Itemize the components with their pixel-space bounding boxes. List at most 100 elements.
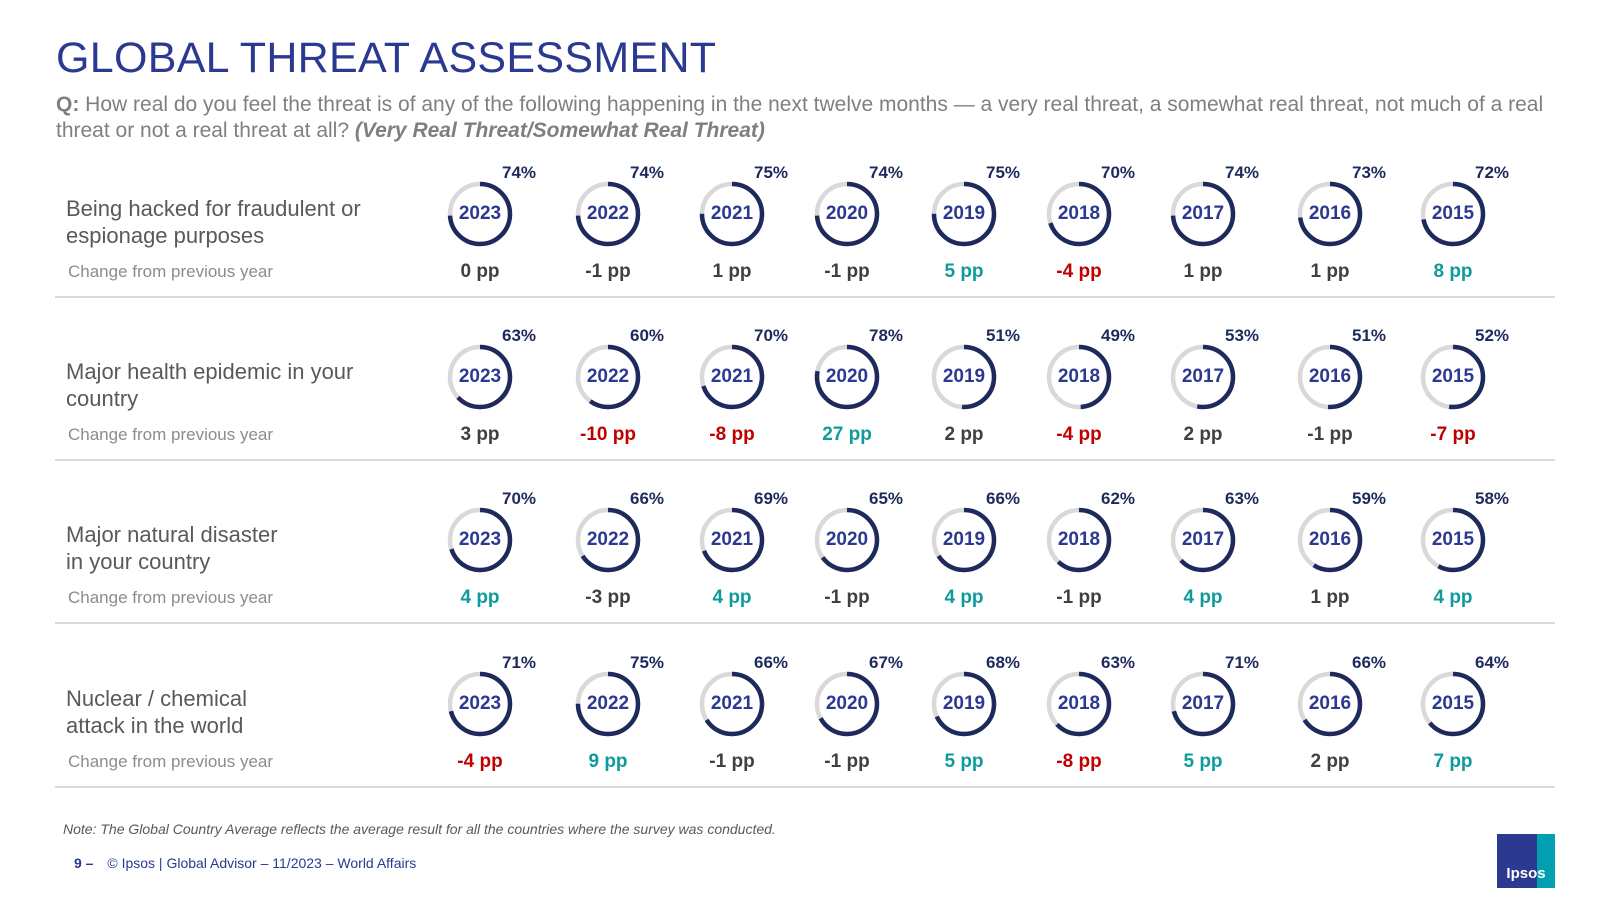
donut-value-arc [1297, 671, 1363, 737]
percent-label: 78% [869, 326, 904, 345]
change-value: 4 pp [712, 587, 752, 608]
percent-label: 66% [630, 489, 665, 508]
row-label: Major health epidemic in your country [66, 358, 406, 412]
donut-2019: 2019 [929, 505, 999, 575]
donut-svg [1297, 507, 1363, 573]
donut-2020: 2020 [812, 669, 882, 739]
percent-label: 64% [1475, 653, 1510, 672]
donut-2020: 2020 [812, 342, 882, 412]
change-value: 1 pp [1310, 261, 1350, 282]
row-label-line1: Major natural disaster [66, 522, 278, 547]
change-value: -10 pp [580, 424, 636, 445]
donut-2021: 2021 [697, 179, 767, 249]
donut-svg [814, 671, 880, 737]
donut-value-arc [1297, 181, 1363, 247]
donut-2020: 2020 [812, 505, 882, 575]
donut-2016: 2016 [1295, 669, 1365, 739]
donut-svg [931, 671, 997, 737]
donut-year-label: 2021 [710, 693, 754, 714]
donut-year-label: 2015 [1431, 693, 1475, 714]
donut-value-arc [1046, 507, 1112, 573]
donut-value-arc [1420, 181, 1486, 247]
donut-year-label: 2020 [825, 529, 869, 550]
row-label: Major natural disaster in your country [66, 521, 406, 575]
row-label: Being hacked for fraudulent or espionage … [66, 195, 406, 249]
donut-svg [1420, 181, 1486, 247]
donut-year-label: 2016 [1308, 693, 1352, 714]
percent-label: 71% [502, 653, 537, 672]
percent-label: 66% [1352, 653, 1387, 672]
percent-label: 68% [986, 653, 1021, 672]
change-value: -1 pp [824, 261, 870, 282]
percent-label: 70% [502, 489, 537, 508]
donut-svg [1046, 671, 1112, 737]
donut-year-label: 2018 [1057, 529, 1101, 550]
percent-label: 62% [1101, 489, 1136, 508]
donut-year-label: 2023 [458, 203, 502, 224]
donut-2018: 2018 [1044, 342, 1114, 412]
donut-year-label: 2021 [710, 529, 754, 550]
change-value: -3 pp [585, 587, 631, 608]
donut-svg [931, 181, 997, 247]
percent-label: 49% [1101, 326, 1136, 345]
change-value: 8 pp [1433, 261, 1473, 282]
donut-svg [699, 507, 765, 573]
change-value: -1 pp [824, 751, 870, 772]
row-label-line2: in your country [66, 549, 211, 574]
percent-label: 66% [986, 489, 1021, 508]
donut-svg [447, 344, 513, 410]
percent-label: 69% [754, 489, 789, 508]
change-value: 2 pp [1310, 751, 1350, 772]
donut-value-arc [699, 671, 765, 737]
percent-label: 75% [630, 653, 665, 672]
donut-value-arc [447, 507, 513, 573]
donut-year-label: 2019 [942, 203, 986, 224]
percent-label: 72% [1475, 163, 1510, 182]
donut-year-label: 2022 [586, 693, 630, 714]
donut-svg [1297, 344, 1363, 410]
change-value: -1 pp [585, 261, 631, 282]
donut-value-arc [699, 344, 765, 410]
donut-year-label: 2020 [825, 203, 869, 224]
donut-svg [931, 507, 997, 573]
change-value: 1 pp [1310, 587, 1350, 608]
change-value: 27 pp [822, 424, 872, 445]
change-label: Change from previous year [68, 752, 274, 771]
logo-block [1497, 834, 1537, 888]
donut-value-arc [1046, 671, 1112, 737]
threat-row: Being hacked for fraudulent or espionage … [0, 163, 1600, 325]
footnote: Note: The Global Country Average reflect… [63, 821, 776, 837]
percent-label: 74% [502, 163, 537, 182]
donut-value-arc [1420, 344, 1486, 410]
change-label: Change from previous year [68, 262, 274, 281]
donut-2016: 2016 [1295, 342, 1365, 412]
donut-value-arc [814, 181, 880, 247]
percent-label: 63% [502, 326, 537, 345]
donut-value-arc [575, 344, 641, 410]
donut-year-label: 2015 [1431, 529, 1475, 550]
donut-2018: 2018 [1044, 505, 1114, 575]
donut-year-label: 2017 [1181, 693, 1225, 714]
percent-label: 53% [1225, 326, 1260, 345]
donut-value-arc [1297, 344, 1363, 410]
change-value: -1 pp [1307, 424, 1353, 445]
row-label-line2: espionage purposes [66, 223, 265, 248]
donut-svg [699, 181, 765, 247]
donut-2015: 2015 [1418, 505, 1488, 575]
percent-label: 67% [869, 653, 904, 672]
donut-2022: 2022 [573, 179, 643, 249]
survey-question: Q: How real do you feel the threat is of… [56, 92, 1556, 144]
row-label-line2: country [66, 386, 139, 411]
donut-svg [1170, 671, 1236, 737]
row-separator [55, 622, 1555, 624]
donut-year-label: 2018 [1057, 203, 1101, 224]
percent-label: 58% [1475, 489, 1510, 508]
donut-value-arc [814, 344, 880, 410]
page-title: GLOBAL THREAT ASSESSMENT [56, 34, 717, 82]
percent-label: 74% [630, 163, 665, 182]
donut-2020: 2020 [812, 179, 882, 249]
row-label: Nuclear / chemical attack in the world [66, 685, 406, 739]
donut-svg [1420, 671, 1486, 737]
row-label-line1: Being hacked for fraudulent or [66, 196, 361, 221]
change-value: 5 pp [944, 261, 984, 282]
